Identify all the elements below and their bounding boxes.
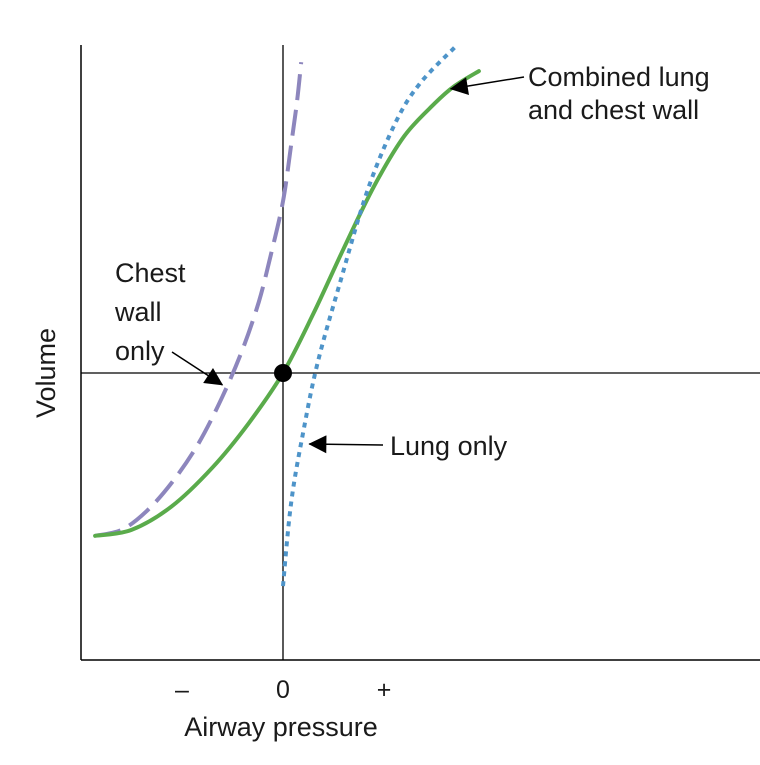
annotation-chest-wall-only: Chest wall only [114,258,224,386]
annotation-arrow [171,351,224,386]
series-line-lung-only [281,46,457,587]
annotation-arrow [449,76,525,95]
x-axis-title: Airway pressure [184,712,378,742]
series-layer [93,46,481,587]
x-tick-label: – [175,676,189,704]
equilibrium-point [274,364,292,382]
x-tick-label: + [377,676,392,704]
x-tick-label: 0 [276,676,290,704]
y-axis-title: Volume [31,328,61,418]
annotation-label: Lung only [390,431,508,461]
x-tick-labels: – 0 + [175,676,391,704]
series-line-combined-lung-and-chest-wall [93,69,481,538]
series-line-chest-wall-only [94,61,304,538]
annotation-lung-only: Lung only [308,431,508,461]
annotation-combined-lung-and-chest-wall: Combined lung and chest wall [449,62,710,125]
annotation-label: Combined lung and chest wall [528,62,710,125]
annotation-layer: Combined lung and chest wall Lung only Ches… [114,62,710,461]
annotation-arrow [308,435,384,454]
annotation-label: Chest wall only [114,258,186,366]
